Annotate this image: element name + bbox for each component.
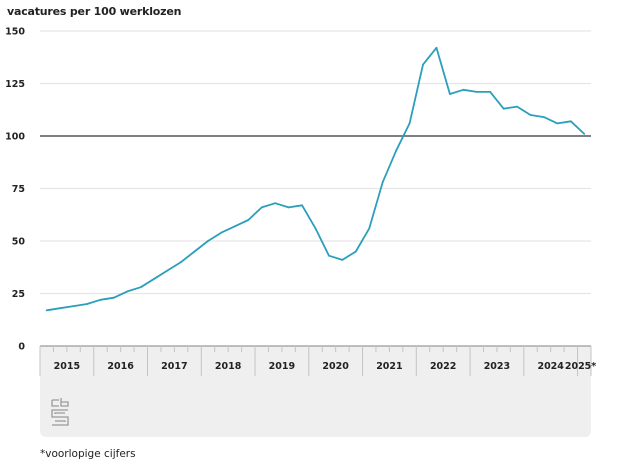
x-tick-label: 2020 [322,361,349,372]
data-point [193,250,196,253]
y-tick-label: 125 [5,79,25,90]
x-tick-label: 2018 [215,361,242,372]
data-point [247,219,250,221]
data-point [489,91,492,93]
data-point [45,309,48,312]
y-tick-label: 150 [5,27,25,38]
data-point [516,105,518,108]
data-point [422,63,424,66]
data-point [354,250,357,253]
x-tick-label: 2016 [107,361,134,372]
x-tick-label: 2022 [430,361,456,372]
data-point [166,269,169,272]
x-tick-label: 2025* [565,361,596,372]
data-point [153,277,156,280]
x-tick-label: 2021 [376,361,402,372]
data-point [435,46,438,49]
series-line [46,46,585,312]
data-point [408,122,411,125]
data-point [260,206,263,209]
data-point [274,202,277,205]
data-point [543,116,545,118]
x-tick-label: 2023 [484,361,510,372]
x-tick-label: 2017 [161,361,187,372]
data-point [207,240,209,242]
y-tick-label: 75 [12,184,25,195]
data-point [126,290,129,293]
x-tick-label: 2019 [269,361,295,372]
cbs-logo-icon [51,398,69,426]
y-axis-title: vacatures per 100 werklozen [7,5,182,18]
data-point [314,227,317,230]
data-point [328,254,330,257]
y-tick-labels: 0 25 50 75 100 125 150 [5,27,25,353]
y-tick-label: 25 [12,289,25,300]
data-point [529,114,532,116]
data-point [381,181,384,184]
data-point [139,286,142,289]
data-point [86,303,88,305]
data-point [583,133,586,135]
data-point [301,204,303,207]
data-point [502,107,505,110]
y-tick-label: 0 [18,342,25,353]
data-point [395,149,398,152]
data-point [233,225,236,228]
data-point [448,93,451,95]
data-point [462,88,465,91]
data-point [99,298,102,301]
data-point [368,227,371,230]
data-point [72,305,75,307]
x-axis: 2015 2016 2017 2018 2019 2020 2021 2022 2023 2024… [39,345,596,376]
data-point [569,120,572,123]
data-point [341,259,344,261]
x-axis-band [40,346,591,437]
data-point [180,261,183,263]
data-point [475,91,478,93]
x-tick-label: 2024 [537,361,564,372]
gridlines [40,30,591,295]
y-tick-label: 100 [5,132,25,143]
footnote: *voorlopige cijfers [40,448,136,460]
series-group [45,46,586,312]
data-point [113,296,115,299]
data-point [287,206,290,209]
y-tick-label: 50 [12,237,26,248]
x-tick-label: 2015 [54,361,80,372]
data-point [59,307,62,310]
data-point [556,122,559,125]
data-point [220,231,223,234]
